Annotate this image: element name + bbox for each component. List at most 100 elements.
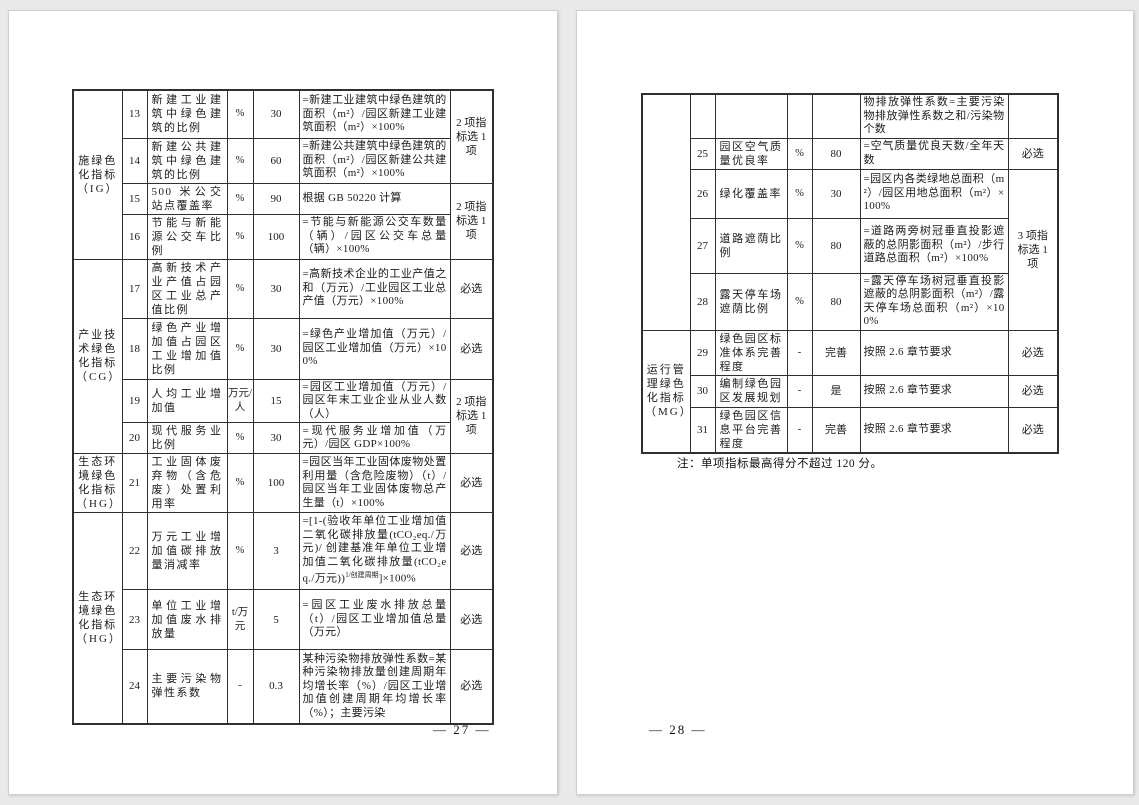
table-row: 26 绿化覆盖率 % 30 =园区内各类绿地总面积（m²）/园区用地总面积（m²… — [642, 168, 1059, 331]
selection-requirement: 必选 — [449, 258, 494, 319]
indicator-formula: =道路两旁树冠垂直投影遮蔽的总阴影面积（m²）/步行道路总面积（m²）×100% — [859, 217, 1009, 274]
table-row: 18 绿色产业增加值占园区工业增加值比例 % 30 =绿色产业增加值（万元）/园… — [73, 317, 494, 380]
selection-requirement — [1007, 93, 1059, 139]
selection-requirement: 必选 — [449, 589, 494, 650]
indicator-name: 单位工业增加值废水排放量 — [146, 589, 228, 650]
table-row: 产业技 术绿色 化指标 （CG） 17 高新技术产业产值占园区工业总产值比例 %… — [72, 258, 494, 454]
selection-requirement: 2 项指 标选 1 项 — [449, 378, 494, 454]
table-row: 30 编制绿色园区发展规划 - 是 按照 2.6 章节要求 必选 — [642, 374, 1059, 408]
indicator-formula: =现代服务业增加值（万元）/园区 GDP×100% — [298, 422, 451, 454]
indicator-value: 3 — [252, 512, 300, 590]
indicator-formula: =绿色产业增加值（万元）/园区工业增加值（万元）×100% — [298, 317, 451, 380]
indicator-unit: - — [226, 649, 254, 724]
category-label: 施绿色 化指标 （IG） — [72, 89, 123, 260]
indicator-unit: % — [226, 89, 254, 139]
selection-requirement: 必选 — [1007, 406, 1059, 453]
indicator-unit: % — [226, 422, 254, 454]
footnote: 注：单项指标最高得分不超过 120 分。 — [677, 458, 883, 470]
selection-requirement: 3 项指 标选 1 项 — [1007, 168, 1059, 331]
indicator-unit: % — [226, 137, 254, 184]
indicator-unit: % — [786, 217, 813, 274]
indicator-name: 露天停车场遮荫比例 — [714, 272, 788, 331]
indicator-value: 15 — [252, 378, 300, 423]
indicator-value: 80 — [811, 137, 861, 170]
indicator-formula: =[1-(验收年单位工业增加值二氧化碳排放量(tCO₂eq./万元)/ 创建基准… — [298, 512, 451, 590]
indicator-number: 30 — [689, 374, 716, 408]
table-row: 27 道路遮荫比例 % 80 =道路两旁树冠垂直投影遮蔽的总阴影面积（m²）/步… — [642, 217, 1058, 274]
indicator-formula: 根据 GB 50220 计算 — [298, 182, 451, 215]
indicator-value: 100 — [252, 213, 300, 260]
page-number-27: — 27 — — [433, 722, 491, 737]
indicator-unit — [786, 93, 813, 139]
indicator-value: 完善 — [811, 406, 861, 453]
indicator-value: 100 — [252, 453, 300, 513]
table-row: 24 主要污染物弹性系数 - 0.3 某种污染物排放弹性系数=某种污染物排放量创… — [73, 649, 494, 724]
selection-requirement: 必选 — [449, 512, 494, 590]
indicator-unit: % — [226, 182, 254, 215]
indicator-number: 24 — [121, 649, 148, 724]
indicator-value: 30 — [252, 258, 300, 319]
indicator-unit: % — [786, 137, 813, 170]
indicator-value: 30 — [252, 89, 300, 139]
indicator-value: 30 — [811, 168, 861, 219]
indicator-name: 园区空气质量优良率 — [714, 137, 788, 170]
indicator-value — [811, 93, 861, 139]
indicator-name — [714, 93, 788, 139]
indicator-formula: =空气质量优良天数/全年天数 — [859, 137, 1009, 170]
indicator-table-left: 施绿色 化指标 （IG） 13 新建工业建筑中绿色建筑的比例 % 30 =新建工… — [72, 89, 494, 725]
indicator-formula: =园区内各类绿地总面积（m²）/园区用地总面积（m²）×100% — [859, 168, 1009, 219]
selection-requirement: 2 项指 标选 1 项 — [449, 182, 494, 260]
page-number-28: — 28 — — [649, 722, 707, 737]
table-row: 物排放弹性系数=主要污染物排放弹性系数之和/污染物个数 — [641, 93, 1059, 331]
indicator-name: 绿色园区信息平台完善程度 — [714, 406, 788, 453]
table-row: 14 新建公共建筑中绿色建筑的比例 % 60 =新建公共建筑中绿色建筑的面积（m… — [73, 137, 493, 184]
indicator-number: 18 — [121, 317, 148, 380]
indicator-number: 17 — [121, 258, 148, 319]
indicator-name: 节能与新能源公交车比例 — [146, 213, 228, 260]
indicator-number: 26 — [689, 168, 716, 219]
table-row: 28 露天停车场遮荫比例 % 80 =露天停车场树冠垂直投影遮蔽的总阴影面积（m… — [642, 272, 1058, 331]
indicator-name: 新建公共建筑中绿色建筑的比例 — [146, 137, 228, 184]
indicator-name: 道路遮荫比例 — [714, 217, 788, 274]
indicator-number: 23 — [121, 589, 148, 650]
table-row: 运行管 理绿色 化指标 （MG） 29 绿色园区标准体系完善程度 - 完善 按照… — [641, 329, 1059, 453]
selection-requirement: 必选 — [1007, 374, 1059, 408]
document-page-27: 施绿色 化指标 （IG） 13 新建工业建筑中绿色建筑的比例 % 30 =新建工… — [8, 10, 558, 795]
indicator-value: 80 — [811, 272, 861, 331]
table-row: 31 绿色园区信息平台完善程度 - 完善 按照 2.6 章节要求 必选 — [642, 406, 1059, 453]
indicator-unit: - — [786, 374, 813, 408]
indicator-formula: =新建公共建筑中绿色建筑的面积（m²）/园区新建公共建筑面积（m²）×100% — [298, 137, 451, 184]
formula-tail: ]×100% — [378, 573, 417, 586]
category-label: 生态环 境绿色 化指标 （HG） — [72, 453, 123, 513]
selection-requirement: 必选 — [449, 317, 494, 380]
indicator-formula: =高新技术企业的工业产值之和（万元）/工业园区工业总产值（万元）×100% — [298, 258, 451, 319]
indicator-name: 高新技术产业产值占园区工业总产值比例 — [146, 258, 228, 319]
indicator-name: 绿化覆盖率 — [714, 168, 788, 219]
indicator-unit: 万元/ 人 — [226, 378, 254, 423]
indicator-value: 完善 — [811, 329, 861, 376]
indicator-number: 25 — [689, 137, 716, 170]
indicator-formula: 按照 2.6 章节要求 — [859, 406, 1009, 453]
indicator-formula-continued: 物排放弹性系数=主要污染物排放弹性系数之和/污染物个数 — [859, 93, 1009, 139]
indicator-name: 主要污染物弹性系数 — [146, 649, 228, 724]
indicator-unit: % — [226, 213, 254, 260]
table-row: 23 单位工业增加值废水排放量 t/万 元 5 =园区工业废水排放总量（t）/园… — [73, 589, 494, 650]
indicator-number — [689, 93, 716, 139]
table-row: 19 人均工业增加值 万元/ 人 15 =园区工业增加值（万元）/园区年末工业企… — [73, 378, 494, 454]
indicator-name: 人均工业增加值 — [146, 378, 228, 423]
indicator-unit: t/万 元 — [226, 589, 254, 650]
table-row: 施绿色 化指标 （IG） 13 新建工业建筑中绿色建筑的比例 % 30 =新建工… — [72, 89, 494, 260]
indicator-unit: % — [226, 258, 254, 319]
indicator-unit: - — [786, 406, 813, 453]
indicator-number: 19 — [121, 378, 148, 423]
indicator-value: 5 — [252, 589, 300, 650]
indicator-number: 29 — [689, 329, 716, 376]
indicator-number: 28 — [689, 272, 716, 331]
indicator-name: 现代服务业比例 — [146, 422, 228, 454]
indicator-name: 新建工业建筑中绿色建筑的比例 — [146, 89, 228, 139]
document-page-28: 物排放弹性系数=主要污染物排放弹性系数之和/污染物个数 25 园区空气质量优良率… — [576, 10, 1134, 795]
indicator-formula: =露天停车场树冠垂直投影遮蔽的总阴影面积（m²）/露天停车场总面积（m²）×10… — [859, 272, 1009, 331]
indicator-number: 31 — [689, 406, 716, 453]
indicator-value: 80 — [811, 217, 861, 274]
indicator-value: 30 — [252, 422, 300, 454]
